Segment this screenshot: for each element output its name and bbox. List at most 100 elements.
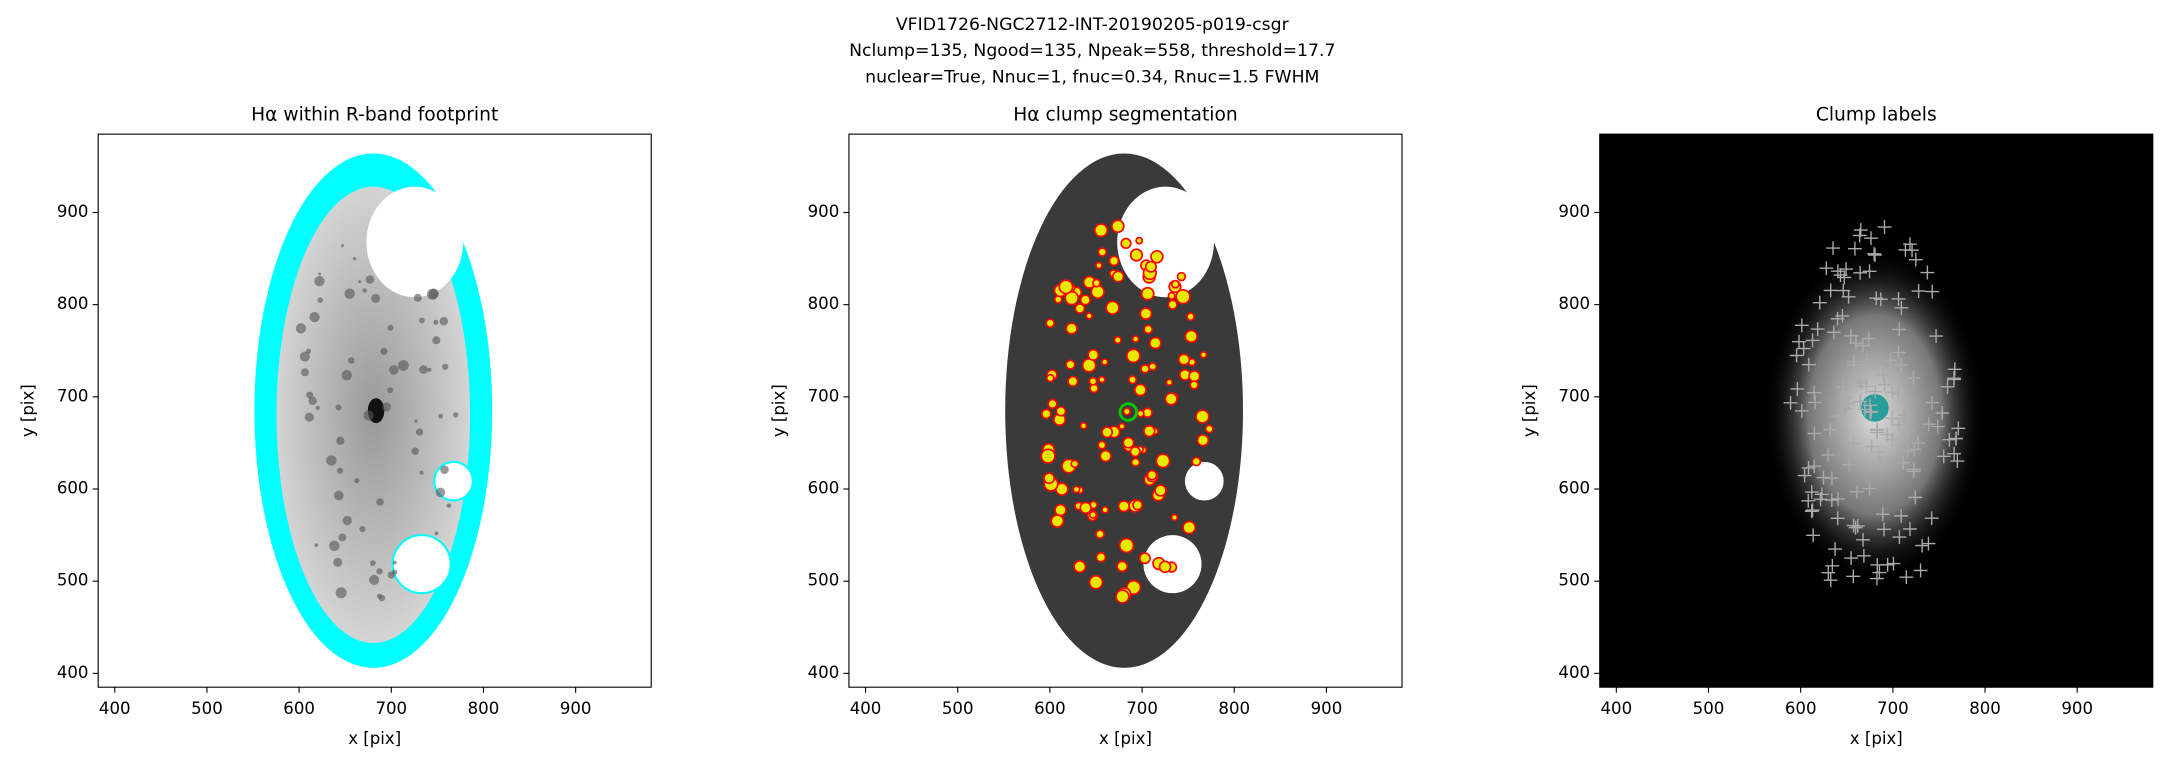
- clump-marker: [1903, 237, 1917, 252]
- clump-contour: [1144, 260, 1157, 273]
- clump-contour: [1088, 574, 1104, 590]
- clump-marker: [1819, 261, 1834, 276]
- clump-marker: [1925, 284, 1940, 299]
- clump-marker: [1846, 357, 1861, 372]
- clump-marker: [1867, 246, 1881, 261]
- texture: [335, 404, 342, 411]
- y-tick-label: 900: [1558, 202, 1590, 221]
- texture: [362, 288, 367, 293]
- clump-contour: [1097, 247, 1108, 257]
- y-tick-label: 600: [57, 479, 89, 498]
- y-tick-label: 700: [808, 386, 840, 405]
- clump-marker: [1804, 485, 1819, 499]
- clump-contour: [1143, 424, 1156, 438]
- clump-marker: [1830, 264, 1845, 279]
- figure-title: Nclump=135, Ngood=135, Npeak=558, thresh…: [849, 41, 1335, 61]
- clump-marker: [1862, 481, 1877, 496]
- clump-contour: [1184, 329, 1199, 344]
- texture: [340, 244, 345, 248]
- clump-contour: [1112, 270, 1125, 283]
- clump-marker: [1885, 385, 1900, 400]
- clump-marker: [1921, 417, 1936, 432]
- clump-marker: [1863, 405, 1878, 420]
- nucleus: [1861, 394, 1889, 422]
- clump-marker: [1892, 322, 1907, 337]
- clump-marker: [1825, 558, 1840, 573]
- clump-marker: [1870, 425, 1885, 440]
- clump-marker: [1886, 556, 1901, 571]
- clump-marker: [1824, 493, 1839, 507]
- texture: [358, 280, 362, 284]
- clump-contour: [1146, 469, 1158, 481]
- clump-contour: [1118, 422, 1126, 430]
- y-tick-label: 500: [1558, 571, 1590, 590]
- clump-contour: [1164, 392, 1178, 406]
- clump-marker: [1947, 362, 1962, 377]
- clump-contour: [1191, 456, 1202, 467]
- clump-marker: [1848, 336, 1863, 351]
- clump-contour: [1140, 286, 1155, 301]
- clump-contour: [1139, 307, 1153, 321]
- clump-marker: [1891, 345, 1906, 360]
- x-tick-label: 700: [1126, 699, 1158, 718]
- clump-contour: [1093, 223, 1109, 238]
- clump-marker: [1833, 268, 1848, 282]
- clump-marker: [1797, 468, 1812, 483]
- clump-marker: [1892, 530, 1907, 545]
- clump-marker: [1789, 348, 1804, 363]
- clump-contour: [1188, 370, 1201, 383]
- clump-contour: [1047, 398, 1058, 410]
- clump-contour: [1101, 426, 1114, 439]
- clump-contour: [1105, 300, 1120, 315]
- clump-marker: [1807, 426, 1822, 441]
- clump-contour: [1115, 589, 1130, 604]
- clump-marker: [1807, 385, 1822, 400]
- texture: [352, 257, 357, 261]
- clump-marker: [1823, 422, 1838, 437]
- y-tick-label: 800: [808, 294, 840, 313]
- clump-contour: [1135, 236, 1144, 245]
- clump-contour: [1108, 255, 1120, 267]
- texture: [318, 272, 322, 276]
- clump-contour: [1133, 383, 1147, 397]
- texture: [314, 276, 325, 287]
- clump-contour: [1099, 449, 1112, 463]
- clump-contour: [1167, 291, 1176, 301]
- clump-contour: [1148, 362, 1158, 372]
- clump-marker: [1947, 446, 1962, 461]
- clump-contour: [1113, 335, 1122, 345]
- clump-contour: [1072, 485, 1081, 494]
- y-tick-label: 700: [1558, 386, 1590, 405]
- clump-marker: [1925, 395, 1939, 410]
- y-tick-label: 400: [57, 663, 89, 682]
- clump-contour: [1079, 501, 1092, 515]
- texture: [336, 467, 344, 474]
- clump-contour: [1154, 484, 1167, 497]
- clump-contour: [1127, 375, 1138, 385]
- clump-marker: [1864, 439, 1879, 454]
- clump-contour: [1130, 457, 1141, 468]
- x-tick-label: 800: [1218, 699, 1250, 718]
- clump-marker: [1921, 536, 1936, 551]
- x-tick-label: 900: [560, 699, 592, 718]
- texture: [335, 587, 347, 599]
- clump-marker: [1924, 511, 1939, 526]
- y-tick-label: 900: [57, 202, 89, 221]
- clump-contour: [1054, 503, 1067, 517]
- texture: [354, 477, 360, 484]
- masked-area: [366, 186, 464, 298]
- y-tick-label: 700: [57, 386, 89, 405]
- texture: [309, 312, 320, 323]
- clump-marker: [1880, 427, 1894, 442]
- clump-marker: [1850, 484, 1864, 499]
- texture: [315, 405, 320, 411]
- x-tick-label: 700: [1877, 699, 1909, 718]
- clump-marker: [1851, 373, 1866, 388]
- clump-marker: [1853, 394, 1868, 409]
- clump-marker: [1896, 455, 1911, 470]
- clump-marker: [1894, 358, 1909, 373]
- clump-marker: [1807, 459, 1822, 474]
- clump-contour: [1129, 446, 1141, 458]
- clump-marker: [1859, 353, 1874, 367]
